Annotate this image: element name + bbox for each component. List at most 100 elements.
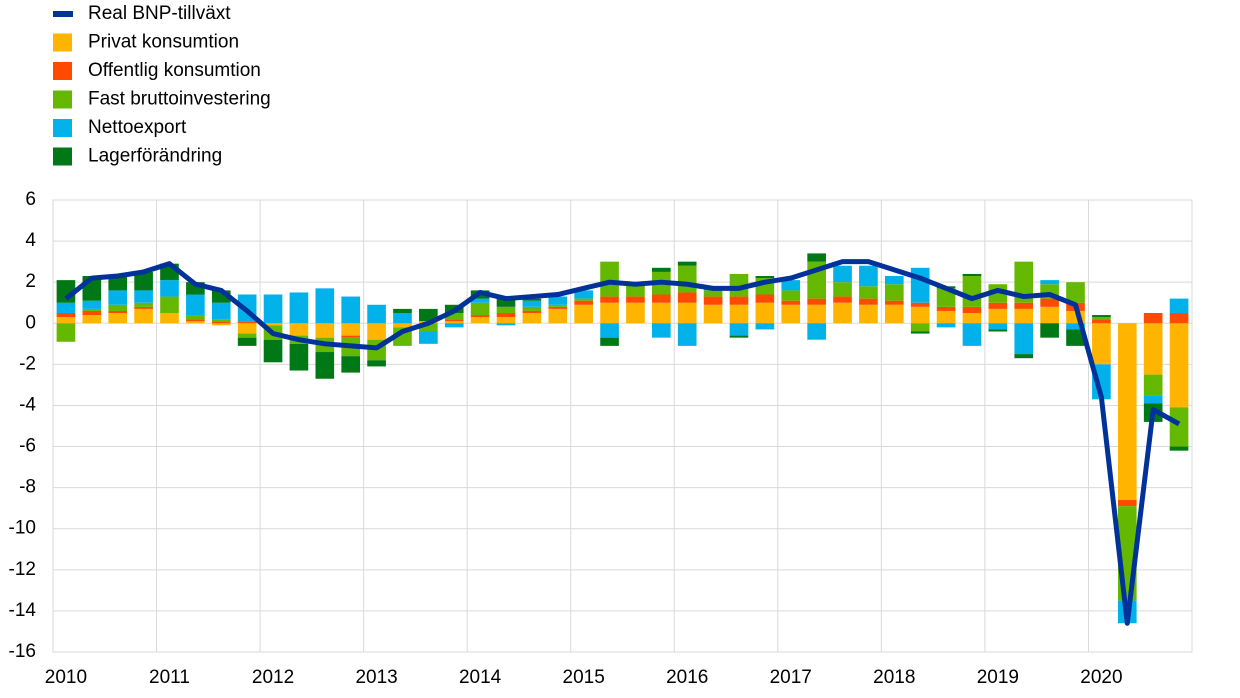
bar-segment — [289, 292, 309, 324]
bar-segment — [522, 313, 542, 324]
bar-segment — [781, 304, 801, 324]
legend-label: Real BNP-tillväxt — [88, 3, 231, 24]
y-tick-label: -14 — [9, 600, 37, 621]
bar-segment — [263, 339, 283, 363]
bar-segment — [444, 323, 464, 328]
bar-segment — [1014, 261, 1034, 303]
bar-segment — [833, 302, 852, 324]
bar-segment — [729, 335, 749, 338]
bar-segment — [263, 294, 283, 324]
legend-label: Privat konsumtion — [88, 32, 239, 53]
bar-segment — [1040, 298, 1059, 307]
bar-segment — [962, 306, 982, 313]
bar-segment — [186, 315, 205, 320]
bar-segment — [755, 302, 775, 324]
bar-segment — [652, 323, 671, 338]
bar-segment — [315, 323, 335, 338]
y-tick-label: 0 — [25, 312, 36, 333]
bar-segment — [341, 296, 361, 324]
bar-segment — [1169, 298, 1189, 313]
legend-swatch — [53, 11, 73, 17]
bar-segment — [988, 329, 1008, 332]
bar-segment — [574, 290, 593, 299]
bar-segment — [134, 290, 153, 303]
bar-segment — [470, 317, 490, 324]
bar-segment — [263, 323, 283, 326]
bar-segment — [522, 310, 542, 313]
bar-segment — [859, 265, 878, 287]
bar-segment — [574, 300, 593, 305]
bar-segment — [341, 323, 361, 336]
bar-segment — [626, 284, 645, 297]
bar-segment — [600, 323, 619, 338]
bar-segment — [910, 267, 930, 303]
bar-segment — [496, 306, 516, 313]
bar-segment — [859, 286, 878, 299]
bar-segment — [56, 323, 76, 342]
bar-segment — [988, 308, 1008, 324]
bar-segment — [522, 298, 542, 301]
bar-segment — [548, 304, 568, 307]
bar-segment — [134, 302, 153, 307]
bar-segment — [186, 294, 205, 316]
bar-segment — [160, 280, 179, 297]
bar-segment — [82, 310, 102, 316]
bar-segment — [522, 306, 542, 311]
y-tick-label: 6 — [25, 189, 36, 210]
bar-segment — [496, 317, 516, 324]
bar-segment — [962, 313, 982, 324]
bar-segment — [56, 302, 76, 313]
bar-segment — [677, 302, 697, 324]
bar-segment — [1117, 323, 1137, 500]
bar-segment — [367, 323, 386, 340]
bar-segment — [56, 313, 76, 318]
bar-segment — [134, 306, 153, 309]
bar-segment — [444, 319, 464, 322]
bar-segment — [134, 308, 153, 324]
bar-segment — [910, 306, 930, 324]
bar-segment — [703, 304, 723, 324]
bar-segment — [341, 356, 361, 373]
x-tick-label: 2018 — [873, 667, 915, 688]
bar-segment — [393, 308, 412, 313]
x-tick-label: 2011 — [149, 667, 190, 688]
x-tick-label: 2012 — [252, 667, 294, 688]
bar-segment — [108, 310, 128, 313]
bar-segment — [108, 276, 128, 291]
bar-segment — [936, 288, 956, 307]
bar-segment — [936, 323, 956, 328]
bar-segment — [419, 308, 438, 322]
bar-segment — [781, 280, 801, 291]
bar-segment — [82, 308, 102, 311]
y-tick-label: -6 — [19, 436, 36, 457]
x-tick-label: 2016 — [666, 667, 708, 688]
bar-segment — [1143, 374, 1163, 396]
bar-segment — [444, 321, 464, 324]
bar-segment — [884, 276, 904, 285]
bar-segment — [1014, 354, 1034, 359]
bar-segment — [1040, 323, 1059, 338]
bar-segment — [1143, 313, 1163, 324]
bar-segment — [393, 323, 412, 328]
legend-label: Fast bruttoinvestering — [88, 89, 271, 110]
y-tick-label: -16 — [9, 641, 36, 662]
legend-swatch — [53, 62, 72, 80]
bar-segment — [1169, 323, 1189, 408]
bar-segment — [1040, 306, 1059, 324]
x-tick-label: 2019 — [977, 667, 1019, 688]
bar-segment — [962, 276, 982, 307]
bar-segment — [807, 298, 826, 305]
bar-segment — [82, 315, 102, 324]
bar-segment — [600, 302, 619, 324]
bar-segment — [962, 323, 982, 346]
legend-swatch — [53, 147, 72, 166]
bar-segment — [548, 308, 568, 324]
bar-segment — [988, 323, 1008, 330]
bar-segment — [1066, 282, 1085, 303]
bar-segment — [781, 290, 801, 301]
bar-segment — [807, 253, 826, 262]
bar-segment — [1014, 308, 1034, 324]
bar-segment — [755, 294, 775, 303]
legend-swatch — [53, 90, 72, 109]
